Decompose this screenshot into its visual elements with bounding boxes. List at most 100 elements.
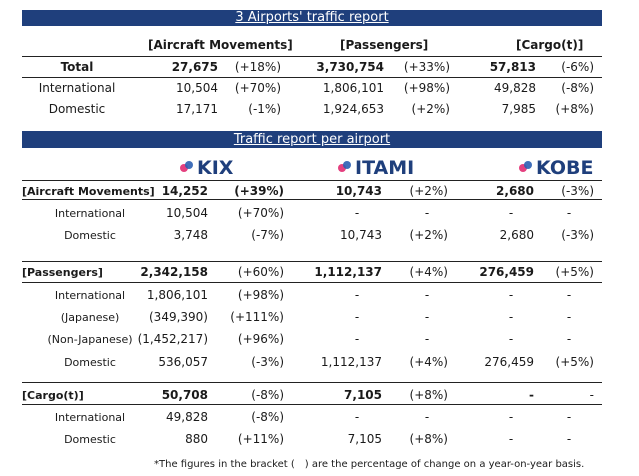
kix-row-change: (+98%) [237,288,284,302]
kix-row-value: 536,057 [158,355,208,369]
airport-row-label: (Non-Japanese) [47,333,133,346]
kix-total-value: 50,708 [161,388,208,402]
itami-row-value: - [354,310,360,324]
summary-passengers-change: (+2%) [411,102,450,116]
itami-row-value: 1,112,137 [320,355,382,369]
summary-aircraft-value: 17,171 [176,102,218,116]
summary-cargo-change: (+8%) [555,102,594,116]
kix-row-change: (+111%) [230,310,284,324]
kobe-row-value: 276,459 [484,355,534,369]
itami-row-value: 10,743 [340,228,382,242]
passengers-section-divider-bottom [22,282,602,283]
kobe-total-change: - [589,388,594,402]
itami-logo: ITAMI [338,157,415,179]
summary-aircraft-change: (+18%) [234,60,281,74]
airport-row-label: International [54,411,126,424]
summary-passengers-value: 3,730,754 [316,60,384,74]
summary-divider-top [22,56,602,57]
summary-cargo-value: 57,813 [489,60,536,74]
kobe-row-value: - [508,310,514,324]
per-airport-title-banner: Traffic report per airport [22,131,602,148]
itami-row-value: - [354,206,360,220]
kobe-total-change: (+5%) [555,265,594,279]
kobe-logo-label: KOBE [536,157,594,179]
kobe-row-value: - [508,432,514,446]
kix-row-value: 1,806,101 [146,288,208,302]
airport-pin-icon [519,161,533,175]
summary-header-aircraft: [Aircraft Movements] [148,38,293,52]
cargo-section-divider-top [22,382,602,383]
summary-row-label: Domestic [48,102,106,116]
airport-pin-icon [338,161,352,175]
kobe-row-change: - [566,410,572,424]
airport-row-label: International [54,289,126,302]
kobe-row-value: 2,680 [499,228,534,242]
kix-total-value: 14,252 [161,184,208,198]
itami-total-change: (+4%) [409,265,448,279]
summary-cargo-value: 7,985 [501,102,536,116]
itami-row-change: - [424,288,430,302]
kobe-row-change: (-3%) [561,228,594,242]
itami-total-value: 10,743 [335,184,382,198]
summary-aircraft-change: (+70%) [234,81,281,95]
summary-passengers-value: 1,806,101 [322,81,384,95]
cargo-section-divider-bottom [22,404,602,405]
summary-header-passengers: [Passengers] [340,38,429,52]
section-header: [Passengers] [22,266,103,279]
summary-passengers-change: (+33%) [403,60,450,74]
kix-row-change: (-7%) [251,228,284,242]
itami-row-change: (+2%) [409,228,448,242]
itami-row-value: - [354,332,360,346]
itami-row-change: - [424,332,430,346]
airport-row-label: Domestic [64,356,116,369]
kix-row-change: (-8%) [251,410,284,424]
kix-logo-label: KIX [197,157,234,179]
kobe-row-change: (+5%) [555,355,594,369]
kobe-total-value: 2,680 [496,184,534,198]
summary-row-label: Total [60,60,94,74]
summary-aircraft-change: (-1%) [248,102,281,116]
itami-total-change: (+2%) [409,184,448,198]
airport-row-label: Domestic [64,229,116,242]
kix-row-value: 49,828 [166,410,208,424]
kobe-row-change: - [566,432,572,446]
section-header: [Aircraft Movements] [22,185,155,198]
kix-row-value: (1,452,217) [137,332,208,346]
airport-row-label: Domestic [64,433,116,446]
summary-cargo-change: (-6%) [561,60,594,74]
footnote: *The figures in the bracket ( ) are the … [154,459,585,470]
itami-row-value: - [354,410,360,424]
itami-row-change: - [424,310,430,324]
kobe-row-value: - [508,288,514,302]
kobe-row-change: - [566,310,572,324]
kobe-row-value: - [508,332,514,346]
itami-logo-label: ITAMI [355,157,415,179]
summary-title-banner: 3 Airports' traffic report [22,10,602,26]
kix-row-change: (+11%) [237,432,284,446]
airport-row-label: International [54,207,126,220]
kix-row-change: (-3%) [251,355,284,369]
kix-row-change: (+96%) [237,332,284,346]
kobe-row-change: - [566,206,572,220]
summary-passengers-value: 1,924,653 [322,102,384,116]
kix-total-change: (+60%) [237,265,284,279]
airport-pin-icon [180,161,194,175]
summary-passengers-change: (+98%) [403,81,450,95]
kix-row-value: 880 [185,432,208,446]
kobe-logo: KOBE [519,157,594,179]
itami-row-value: - [354,288,360,302]
summary-cargo-change: (-8%) [561,81,594,95]
kix-logo: KIX [180,157,234,179]
summary-aircraft-value: 27,675 [171,60,218,74]
airport-row-label: (Japanese) [60,311,120,324]
kobe-row-change: - [566,332,572,346]
kix-total-change: (+39%) [234,184,284,198]
itami-total-value: 7,105 [344,388,382,402]
kobe-total-value: 276,459 [479,265,534,279]
kobe-row-value: - [508,206,514,220]
summary-aircraft-value: 10,504 [176,81,218,95]
kix-total-change: (-8%) [251,388,284,402]
kobe-row-value: - [508,410,514,424]
kix-row-value: (349,390) [149,310,208,324]
kix-row-value: 10,504 [166,206,208,220]
